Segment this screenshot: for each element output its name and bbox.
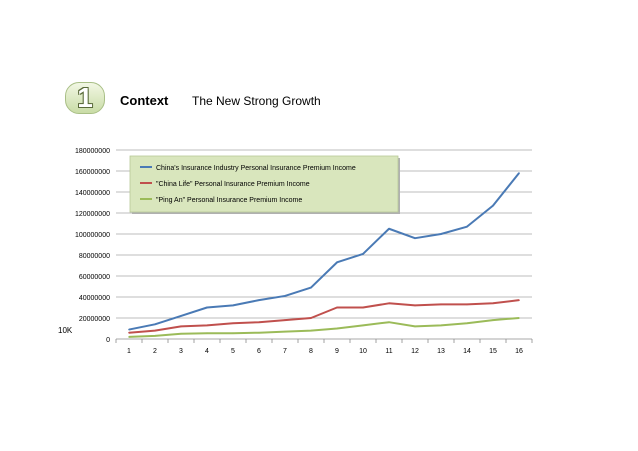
y-tick-label: 20000000	[79, 316, 110, 323]
data-point	[310, 329, 312, 332]
x-tick-label: 11	[385, 348, 392, 355]
section-subtitle: The New Strong Growth	[192, 94, 321, 108]
data-point	[232, 322, 234, 325]
data-point	[310, 286, 312, 289]
data-point	[492, 204, 494, 207]
data-point	[388, 302, 390, 305]
data-point	[440, 233, 442, 235]
data-point	[414, 304, 416, 307]
data-point	[388, 321, 390, 324]
x-tick-label: 4	[205, 348, 209, 355]
x-tick-label: 10	[359, 348, 367, 355]
section-label: Context	[120, 93, 169, 108]
data-point	[414, 237, 416, 239]
data-point	[232, 304, 234, 307]
data-point	[440, 324, 442, 327]
y-tick-label: 160000000	[75, 169, 110, 176]
data-point	[414, 325, 416, 328]
data-point	[128, 336, 130, 338]
data-point	[518, 317, 520, 319]
data-point	[440, 303, 442, 306]
x-tick-label: 2	[153, 348, 157, 355]
y-tick-label: 180000000	[75, 148, 110, 155]
data-point	[128, 328, 130, 331]
data-point	[518, 299, 520, 301]
data-point	[518, 172, 520, 174]
data-point	[284, 330, 286, 333]
data-point	[492, 302, 494, 305]
data-point	[284, 319, 286, 321]
y-tick-label: 100000000	[75, 232, 110, 239]
y-tick-label: 0	[106, 337, 110, 344]
x-tick-label: 1	[127, 348, 131, 355]
x-tick-label: 8	[309, 348, 313, 355]
x-tick-label: 15	[489, 348, 497, 355]
data-point	[258, 331, 260, 334]
data-point	[180, 315, 182, 317]
y-tick-label: 80000000	[79, 253, 110, 260]
data-point	[362, 306, 364, 309]
data-point	[388, 227, 390, 230]
data-point	[206, 332, 208, 335]
x-tick-label: 5	[231, 348, 235, 355]
x-tick-label: 6	[257, 348, 261, 355]
data-point	[258, 321, 260, 324]
x-tick-label: 16	[515, 348, 523, 355]
data-point	[206, 324, 208, 327]
y-tick-label: 140000000	[75, 190, 110, 197]
y-tick-label: 120000000	[75, 211, 110, 218]
data-point	[492, 319, 494, 321]
data-point	[128, 331, 130, 334]
data-point	[310, 317, 312, 319]
data-point	[232, 332, 234, 335]
data-point	[362, 253, 364, 255]
data-point	[466, 322, 468, 325]
data-point	[206, 306, 208, 309]
x-tick-label: 13	[437, 348, 445, 355]
data-point	[180, 325, 182, 328]
x-tick-label: 14	[463, 348, 471, 355]
data-point	[336, 261, 338, 264]
legend-entry: "Ping An" Personal Insurance Premium Inc…	[156, 197, 302, 204]
data-point	[362, 324, 364, 327]
series-line-3	[128, 317, 520, 338]
x-tick-label: 7	[283, 348, 287, 355]
data-point	[180, 332, 182, 335]
legend-box	[129, 155, 399, 213]
x-tick-label: 3	[179, 348, 183, 355]
data-point	[154, 323, 156, 326]
legend-entry: China's Insurance Industry Personal Insu…	[156, 165, 356, 172]
legend-entry: "China Life" Personal Insurance Premium …	[156, 181, 310, 188]
series-line-2	[128, 299, 520, 334]
data-point	[154, 335, 156, 337]
data-point	[284, 295, 286, 297]
data-point	[336, 306, 338, 309]
x-tick-label: 9	[335, 348, 339, 355]
data-point	[258, 299, 260, 301]
data-point	[466, 225, 468, 228]
y-tick-label: 40000000	[79, 295, 110, 302]
series-line-1	[128, 172, 520, 331]
y-tick-label: 60000000	[79, 274, 110, 281]
data-point	[466, 303, 468, 306]
data-point	[154, 329, 156, 332]
data-point	[336, 327, 338, 330]
x-tick-label: 12	[411, 348, 419, 355]
y-unit-label: 10K	[58, 326, 73, 335]
section-number-badge: 1	[65, 82, 105, 114]
